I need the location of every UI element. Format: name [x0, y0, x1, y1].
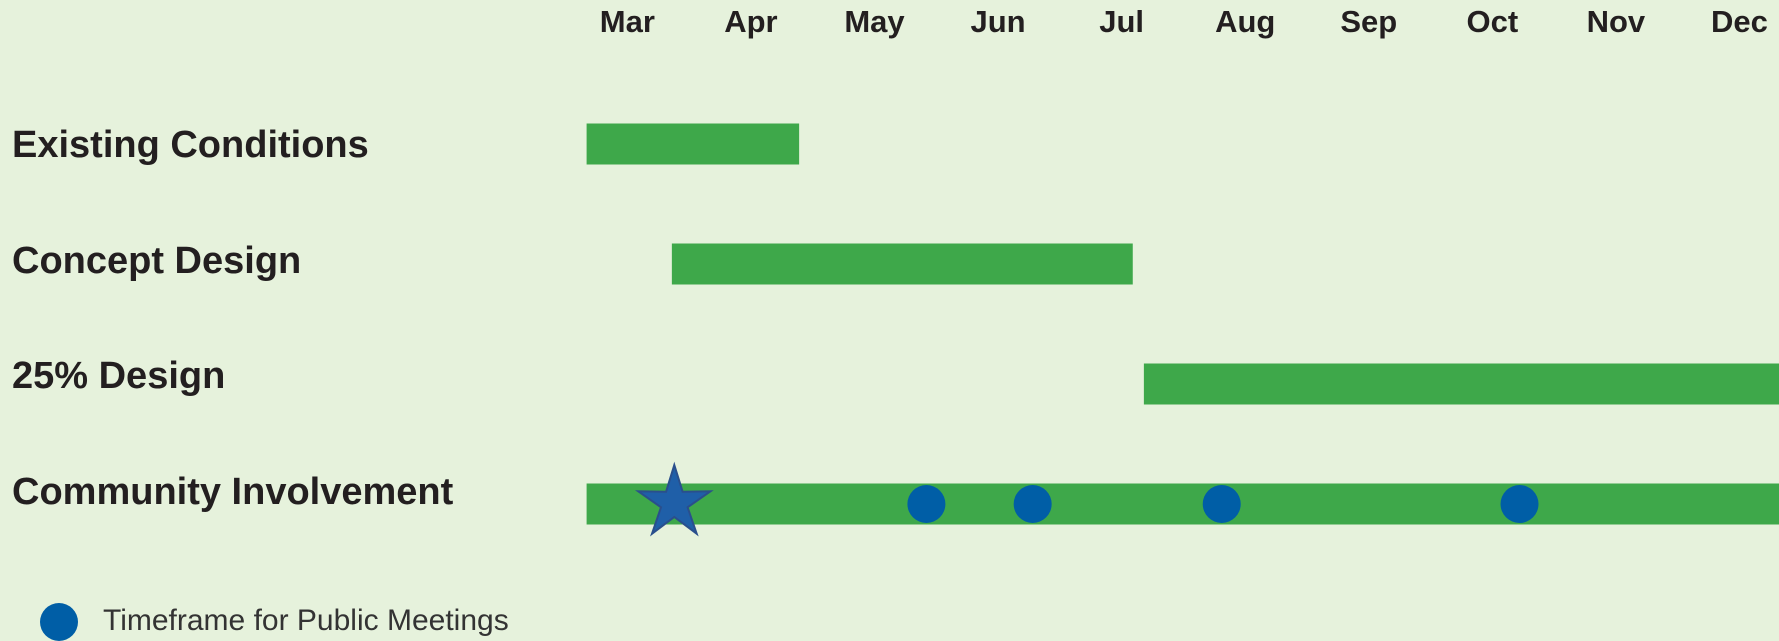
month-label: Dec — [1711, 4, 1768, 39]
kickoff-star — [634, 461, 714, 537]
task-label: Existing Conditions — [12, 124, 369, 166]
task-label: Community Involvement — [12, 471, 454, 513]
month-label: Aug — [1215, 4, 1275, 39]
task-bar — [1143, 363, 1779, 405]
task-label: Concept Design — [12, 240, 301, 282]
task-bar — [586, 123, 800, 165]
meeting-marker — [1013, 485, 1052, 523]
task-bar — [586, 483, 1779, 525]
task-bar — [671, 243, 1133, 285]
month-label: Nov — [1587, 4, 1646, 39]
month-label: Jun — [971, 4, 1026, 39]
meeting-marker — [907, 485, 946, 523]
month-label: Sep — [1340, 4, 1397, 39]
legend-label: Timeframe for Public Meetings — [103, 604, 509, 637]
month-label: Apr — [724, 4, 777, 39]
month-label: Oct — [1466, 4, 1518, 39]
month-label: May — [844, 4, 905, 39]
task-label: 25% Design — [12, 355, 225, 397]
meeting-marker — [1500, 485, 1539, 523]
month-label: Jul — [1099, 4, 1144, 39]
meeting-marker — [1202, 485, 1241, 523]
month-label: Mar — [600, 4, 655, 39]
legend-marker — [40, 603, 78, 641]
